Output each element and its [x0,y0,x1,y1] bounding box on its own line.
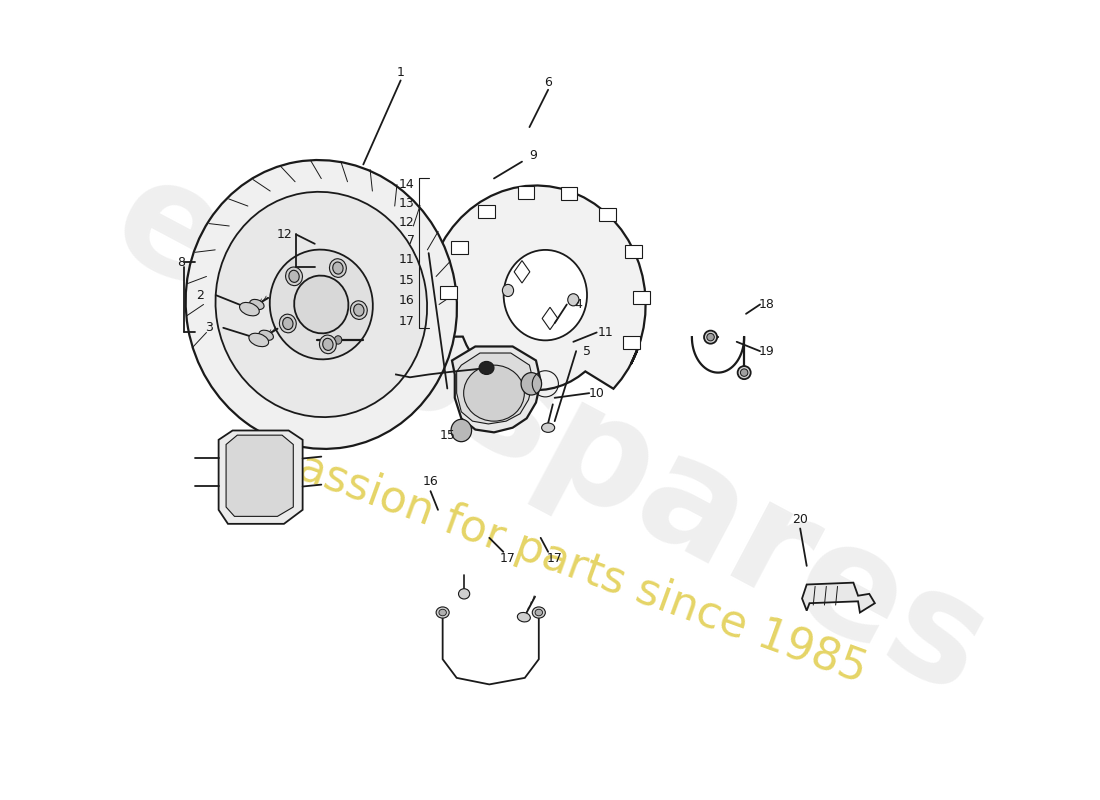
FancyBboxPatch shape [625,246,641,258]
Ellipse shape [319,335,337,354]
Ellipse shape [289,270,299,282]
Text: 6: 6 [544,76,552,89]
FancyBboxPatch shape [623,336,640,350]
Ellipse shape [334,336,342,344]
Text: 16: 16 [399,294,415,307]
Text: eurospares: eurospares [89,142,1011,728]
Ellipse shape [354,304,364,316]
Text: 11: 11 [598,326,614,339]
Polygon shape [219,430,302,524]
Text: 18: 18 [759,298,774,311]
Ellipse shape [459,589,470,599]
Text: 11: 11 [399,253,415,266]
Ellipse shape [464,365,525,421]
Ellipse shape [738,366,750,379]
Ellipse shape [504,250,587,340]
Ellipse shape [532,607,546,618]
Text: 1: 1 [397,66,405,79]
Ellipse shape [249,334,268,346]
Polygon shape [452,346,541,432]
Text: 17: 17 [399,314,415,328]
FancyBboxPatch shape [598,208,616,222]
Ellipse shape [279,314,296,333]
Ellipse shape [521,373,541,395]
Text: 17: 17 [500,552,516,565]
FancyBboxPatch shape [634,291,650,304]
FancyBboxPatch shape [478,206,495,218]
Ellipse shape [322,338,333,350]
Text: 7: 7 [407,234,415,247]
FancyBboxPatch shape [518,186,535,199]
Ellipse shape [535,610,542,616]
Text: 10: 10 [588,386,605,400]
Text: 12: 12 [277,228,293,241]
Ellipse shape [216,192,427,417]
Polygon shape [227,435,294,516]
Text: 9: 9 [529,149,537,162]
Text: 3: 3 [206,322,213,334]
Ellipse shape [451,419,472,442]
Text: 19: 19 [759,345,774,358]
Text: 12: 12 [399,216,415,229]
Polygon shape [456,353,534,424]
Ellipse shape [707,334,714,341]
Ellipse shape [704,330,717,344]
Ellipse shape [294,275,349,334]
Ellipse shape [186,160,456,449]
Ellipse shape [439,610,447,616]
Text: 17: 17 [547,552,562,565]
FancyBboxPatch shape [440,286,458,299]
Text: 5: 5 [583,345,592,358]
Text: 2: 2 [196,289,204,302]
Ellipse shape [351,301,367,319]
Text: 16: 16 [422,475,439,488]
Ellipse shape [480,362,494,374]
Ellipse shape [258,330,274,340]
Ellipse shape [436,607,449,618]
Polygon shape [802,582,874,613]
Polygon shape [312,318,366,356]
Ellipse shape [740,369,748,376]
Text: 15: 15 [439,429,455,442]
Ellipse shape [240,302,260,316]
Text: 13: 13 [399,197,415,210]
Ellipse shape [286,267,302,286]
Ellipse shape [517,613,530,622]
Ellipse shape [568,294,579,306]
Text: 4: 4 [574,298,582,311]
FancyBboxPatch shape [561,187,578,200]
Text: 20: 20 [792,513,808,526]
Ellipse shape [270,250,373,359]
Ellipse shape [503,284,514,297]
Text: 14: 14 [399,178,415,191]
Ellipse shape [250,299,264,310]
FancyBboxPatch shape [451,241,468,254]
Text: 8: 8 [177,256,185,269]
Ellipse shape [330,258,346,278]
Text: a passion for parts since 1985: a passion for parts since 1985 [228,422,872,691]
Text: 15: 15 [399,274,415,286]
Ellipse shape [541,423,554,432]
Ellipse shape [332,262,343,274]
Ellipse shape [283,318,293,330]
Polygon shape [427,186,646,390]
